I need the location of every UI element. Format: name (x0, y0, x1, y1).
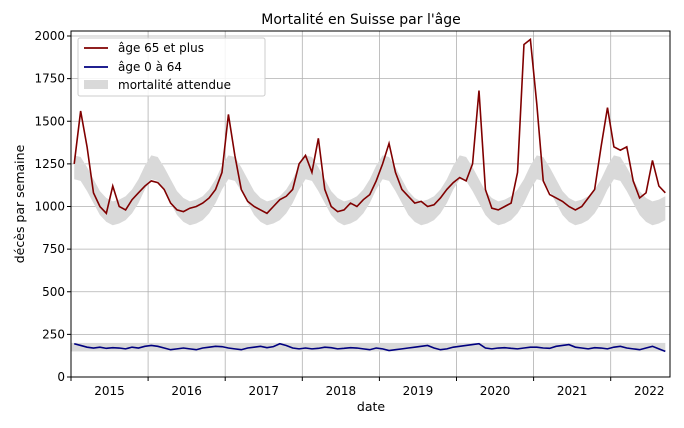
x-axis: 2015 2016 2017 2018 2019 2020 2021 2022 (70, 377, 665, 398)
x-tick-label: 2021 (557, 384, 588, 398)
chart-title: Mortalité en Suisse par l'âge (261, 12, 461, 28)
x-tick-label: 2018 (326, 384, 357, 398)
y-tick-label: 2000 (34, 29, 65, 43)
grid (71, 31, 670, 377)
y-axis: 0 250 500 750 1000 1250 1500 1750 2000 (34, 29, 71, 384)
y-tick-label: 750 (42, 242, 65, 256)
legend: âge 65 et plus âge 0 à 64 mortalité atte… (77, 37, 266, 97)
x-tick-label: 2017 (248, 384, 279, 398)
x-tick-label: 2019 (403, 384, 434, 398)
x-tick-label: 2022 (634, 384, 665, 398)
y-tick-label: 1750 (34, 72, 65, 86)
legend-label-expected: mortalité attendue (118, 78, 231, 92)
y-tick-label: 1000 (34, 200, 65, 214)
y-axis-label: décès par semaine (12, 144, 27, 263)
legend-label-0-64: âge 0 à 64 (118, 60, 182, 74)
x-axis-label: date (357, 399, 385, 414)
y-tick-label: 250 (42, 327, 65, 341)
expected-band-0-64 (71, 342, 666, 352)
x-tick-label: 2020 (480, 384, 511, 398)
y-tick-label: 500 (42, 285, 65, 299)
expected-band-65-plus (74, 155, 666, 226)
y-tick-label: 1250 (34, 157, 65, 171)
legend-swatch-expected (84, 80, 108, 89)
series-lines (73, 37, 666, 353)
series-line-age_0_64 (74, 342, 666, 353)
x-tick-label: 2015 (94, 384, 125, 398)
series-line-age_65_plus (73, 37, 666, 215)
plot-frame (70, 30, 671, 378)
x-tick-label: 2016 (171, 384, 202, 398)
legend-label-65-plus: âge 65 et plus (118, 41, 204, 55)
y-tick-label: 1500 (34, 114, 65, 128)
y-tick-label: 0 (57, 370, 65, 384)
